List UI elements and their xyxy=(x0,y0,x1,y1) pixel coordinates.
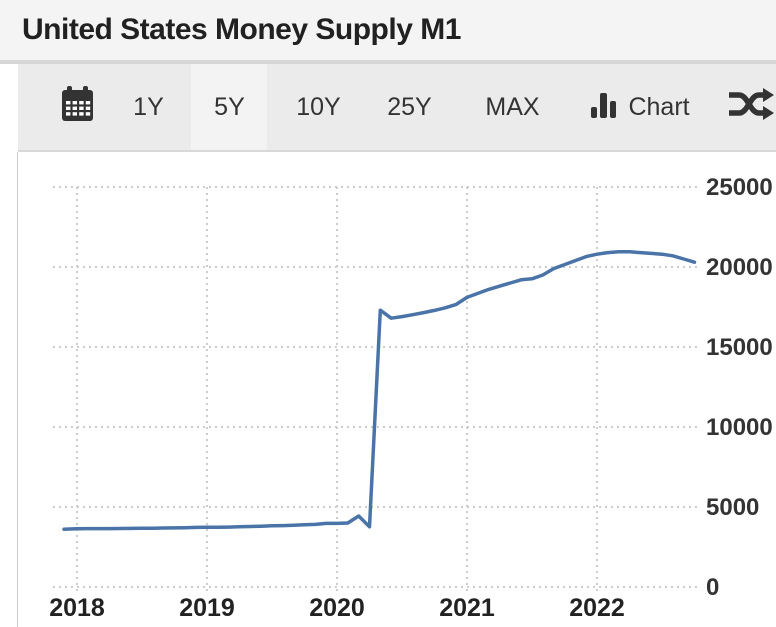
x-tick-label: 2021 xyxy=(439,594,495,622)
y-tick-label: 10000 xyxy=(706,414,773,441)
y-tick-label: 15000 xyxy=(706,334,773,361)
title-bar: United States Money Supply M1 xyxy=(0,0,776,60)
y-tick-label: 25000 xyxy=(706,174,773,201)
x-tick-label: 2019 xyxy=(179,594,235,622)
title-divider xyxy=(0,60,776,64)
range-button-1y[interactable]: 1Y xyxy=(110,64,186,150)
range-button-25y[interactable]: 25Y xyxy=(367,64,451,150)
bar-chart-icon xyxy=(590,89,620,126)
range-button-5y[interactable]: 5Y xyxy=(191,64,268,150)
x-tick-label: 2018 xyxy=(49,594,105,622)
y-tick-label: 20000 xyxy=(706,254,773,281)
chart-canvas[interactable]: 0 5000 10000 15000 20000 25000 2018 2019 2020 202… xyxy=(18,152,776,627)
data-series-line xyxy=(62,250,697,531)
chart-type-label: Chart xyxy=(628,92,690,121)
range-button-group: 1Y 5Y 10Y 25Y MAX xyxy=(99,64,560,150)
calendar-icon xyxy=(62,85,94,129)
x-tick-label: 2022 xyxy=(569,594,625,622)
y-tick-label: 5000 xyxy=(706,494,759,521)
y-tick-label: 0 xyxy=(706,574,719,601)
range-button-10y[interactable]: 10Y xyxy=(276,64,360,150)
chart-type-button[interactable]: Chart xyxy=(590,64,690,150)
x-tick-label: 2020 xyxy=(309,594,365,622)
chart-card: 0 5000 10000 15000 20000 25000 2018 2019 2020 202… xyxy=(17,152,776,627)
calendar-button[interactable] xyxy=(56,64,99,150)
chart-toolbar: 1Y 5Y 10Y 25Y MAX Chart xyxy=(18,64,776,152)
compare-button[interactable] xyxy=(727,64,776,150)
page-title: United States Money Supply M1 xyxy=(22,13,461,46)
shuffle-icon xyxy=(727,86,775,129)
range-button-max[interactable]: MAX xyxy=(464,64,560,150)
